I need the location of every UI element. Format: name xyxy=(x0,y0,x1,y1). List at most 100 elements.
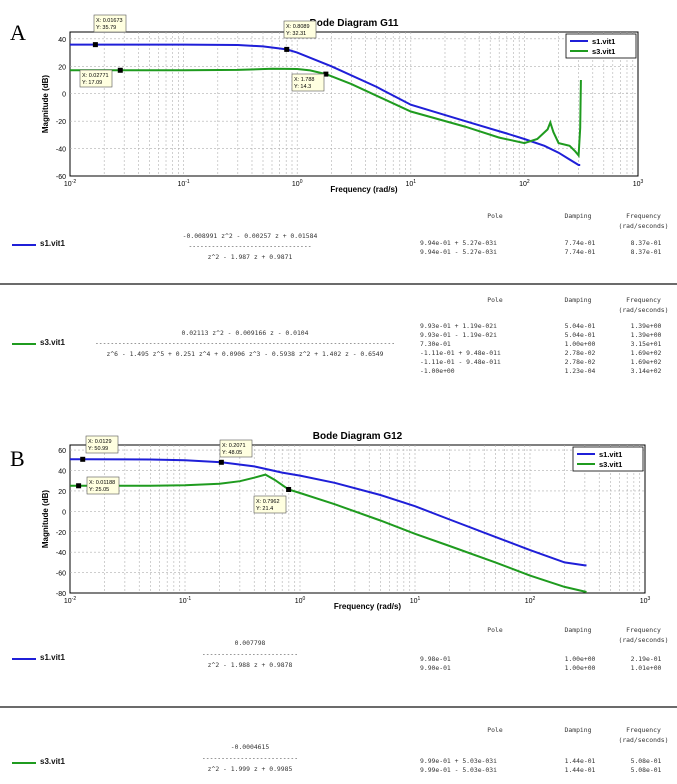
x-tick-label: 10-2 xyxy=(64,179,76,188)
table-b1-dashes: ------------------------- xyxy=(201,650,299,658)
datatip-marker xyxy=(218,459,224,465)
table-b2-frequency-header: Frequency xyxy=(626,726,661,734)
table-a2-denominator: z^6 - 1.495 z^5 + 0.251 z^4 + 0.0906 z^3… xyxy=(106,350,384,358)
table-b1-numerator: 0.007798 xyxy=(234,639,266,647)
x-tick-label: 10-1 xyxy=(179,596,191,605)
datatip-marker xyxy=(284,46,290,52)
table-cell-damping: 5.04e-01 xyxy=(564,322,596,330)
table-cell-damping: 1.00e+00 xyxy=(564,664,596,672)
table-cell-pole: 9.93e-01 + 1.19e-02i xyxy=(420,322,497,330)
panel-letter-a: A xyxy=(10,20,26,45)
x-tick-label: 101 xyxy=(406,179,417,188)
table-cell-pole: -1.00e+00 xyxy=(420,367,455,375)
series-line-s1-vit1 xyxy=(70,458,587,567)
table-cell-pole: 9.94e-01 + 5.27e-03i xyxy=(420,239,497,247)
table-b2-name: s3.vit1 xyxy=(40,757,65,766)
table-cell-frequency: 3.14e+02 xyxy=(630,367,662,375)
table-b1-denominator: z^2 - 1.988 z + 0.9878 xyxy=(207,661,293,669)
table-a2-frequency-unit: (rad/seconds) xyxy=(618,306,669,314)
x-tick-label: 102 xyxy=(525,596,536,605)
table-cell-frequency: 3.15e+01 xyxy=(630,340,662,348)
y-tick-label: -60 xyxy=(56,571,66,578)
table-cell-frequency: 1.39e+00 xyxy=(630,322,662,330)
plot-area xyxy=(69,31,639,177)
table-b2-denominator: z^2 - 1.999 z + 0.9985 xyxy=(207,765,293,773)
table-b1-name: s1.vit1 xyxy=(40,653,65,662)
table-a1-dashes: -------------------------------- xyxy=(188,242,312,250)
table-cell-frequency: 1.69e+02 xyxy=(630,358,662,366)
y-tick-label: 40 xyxy=(58,469,66,476)
table-cell-frequency: 5.08e-01 xyxy=(630,766,662,774)
table-a2-dashes: ----------------------------------------… xyxy=(94,339,396,347)
table-a2-frequency-header: Frequency xyxy=(626,296,661,304)
table-cell-damping: 7.74e-01 xyxy=(564,248,596,256)
datatip-marker xyxy=(80,456,86,462)
table-cell-frequency: 5.08e-01 xyxy=(630,757,662,765)
table-cell-pole: -1.11e-01 + 9.48e-01i xyxy=(420,349,501,357)
y-tick-label: 0 xyxy=(62,92,66,99)
datatip-x: X: 0.02771 xyxy=(82,73,109,79)
table-cell-frequency: 1.69e+02 xyxy=(630,349,662,357)
datatip-y: Y: 25.05 xyxy=(89,487,109,493)
table-a2-name: s3.vit1 xyxy=(40,338,65,347)
x-axis-label: Frequency (rad/s) xyxy=(330,185,397,194)
plot-area xyxy=(69,444,646,594)
table-cell-pole: 9.98e-01 xyxy=(420,655,451,663)
table-a1-name: s1.vit1 xyxy=(40,239,65,248)
x-axis-label: Frequency (rad/s) xyxy=(334,602,401,611)
datatip-box xyxy=(253,495,287,514)
x-tick-label: 100 xyxy=(292,179,303,188)
table-a1-damping-header: Damping xyxy=(564,212,592,220)
table-b2-frequency-unit: (rad/seconds) xyxy=(618,736,669,744)
datatip-x: X: 0.8089 xyxy=(286,24,310,30)
table-a1-numerator: -0.008991 z^2 - 0.00257 z + 0.01584 xyxy=(182,232,318,240)
x-tick-label: 10-1 xyxy=(177,179,189,188)
datatip-y: Y: 32.31 xyxy=(286,31,306,37)
datatip-box xyxy=(93,14,127,33)
table-cell-damping: 7.74e-01 xyxy=(564,239,596,247)
table-cell-damping: 2.78e-02 xyxy=(564,349,596,357)
legend-swatch-s1-b xyxy=(12,658,36,660)
datatip-y: Y: 17.09 xyxy=(82,80,102,86)
datatip-box xyxy=(86,476,120,495)
legend-box xyxy=(565,33,637,59)
y-tick-label: -20 xyxy=(56,119,66,126)
datatip-x: X: 0.2071 xyxy=(222,443,246,449)
datatip-box xyxy=(283,20,317,39)
y-tick-label: 20 xyxy=(58,64,66,71)
datatip-marker xyxy=(76,483,82,489)
datatip-y: Y: 48.05 xyxy=(222,450,242,456)
y-tick-label: 40 xyxy=(58,37,66,44)
datatip-marker xyxy=(92,42,98,48)
datatip-box xyxy=(219,439,253,458)
datatip-box xyxy=(291,73,325,92)
table-cell-frequency: 1.01e+00 xyxy=(630,664,662,672)
y-tick-label: -40 xyxy=(56,147,66,154)
table-cell-damping: 1.00e+00 xyxy=(564,655,596,663)
table-cell-pole: 9.99e-01 - 5.03e-03i xyxy=(420,766,497,774)
table-cell-pole: -1.11e-01 - 9.48e-01i xyxy=(420,358,501,366)
table-b1-pole-header: Pole xyxy=(487,626,503,634)
separator-b xyxy=(0,706,677,708)
table-b2-dashes: ------------------------- xyxy=(201,754,299,762)
table-b2-damping-header: Damping xyxy=(564,726,592,734)
datatip-marker xyxy=(286,487,292,493)
table-a2-damping-header: Damping xyxy=(564,296,592,304)
table-b1-frequency-unit: (rad/seconds) xyxy=(618,636,669,644)
datatip-y: Y: 21.4 xyxy=(256,506,273,512)
table-b1-frequency-header: Frequency xyxy=(626,626,661,634)
legend-label: s3.vit1 xyxy=(599,460,622,469)
x-tick-label: 10-2 xyxy=(64,596,76,605)
y-tick-label: -60 xyxy=(56,174,66,181)
series-line-s3-vit1 xyxy=(70,67,582,158)
table-a1-denominator: z^2 - 1.987 z + 0.9871 xyxy=(207,253,293,261)
table-cell-frequency: 8.37e-01 xyxy=(630,248,662,256)
table-cell-damping: 1.44e-01 xyxy=(564,766,596,774)
table-a1-frequency-unit: (rad/seconds) xyxy=(618,222,669,230)
